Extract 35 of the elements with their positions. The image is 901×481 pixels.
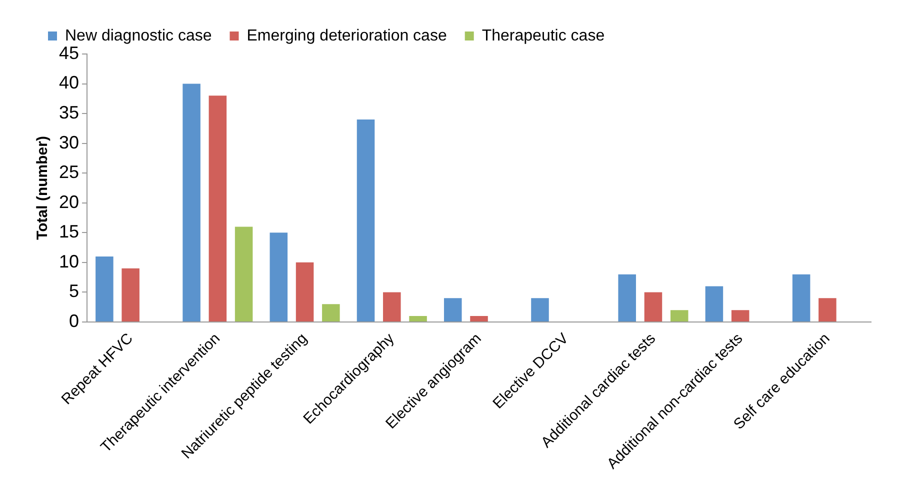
bar [296,262,314,322]
bar [356,120,375,322]
bar [122,268,140,322]
bar [322,304,340,322]
legend-label: Therapeutic case [482,27,605,44]
y-axis-title: Total (number) [34,136,52,240]
legend-label: Emerging deterioration case [246,27,447,44]
bar [96,256,114,322]
y-tick-label: 45 [58,42,80,63]
bar [531,298,549,322]
bar [470,316,488,322]
y-tick-label: 25 [58,162,80,182]
y-tick-label: 0 [69,310,80,331]
bar [705,286,724,322]
y-tick-label: 40 [58,72,80,93]
bar [792,274,810,322]
bar [670,310,688,322]
legend-label: New diagnostic case [65,27,212,44]
bar [234,226,253,322]
bar [818,298,836,322]
bar [409,316,427,322]
bar [731,310,750,322]
y-tick-label: 5 [69,281,80,302]
bar [182,84,200,322]
bar [644,292,662,322]
bar [383,292,401,322]
y-tick-label: 15 [58,222,80,242]
bar [270,232,288,322]
y-tick-label: 20 [58,192,80,212]
y-tick-label: 35 [58,102,80,123]
bar [444,298,462,322]
bar [208,96,227,322]
y-tick-label: 10 [58,251,80,272]
y-tick-label: 30 [58,132,80,152]
bar [618,274,636,322]
